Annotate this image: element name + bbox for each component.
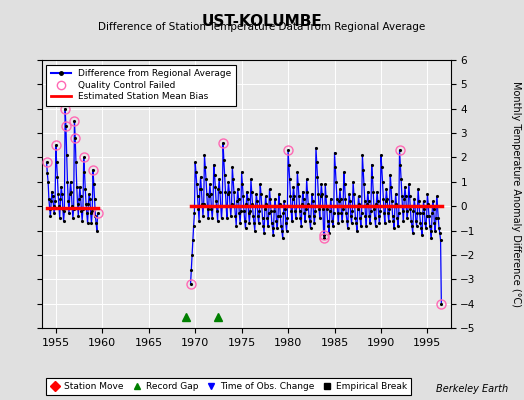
Text: Monthly Temperature Anomaly Difference (°C): Monthly Temperature Anomaly Difference (… xyxy=(511,81,521,307)
Text: Berkeley Earth: Berkeley Earth xyxy=(436,384,508,394)
Legend: Station Move, Record Gap, Time of Obs. Change, Empirical Break: Station Move, Record Gap, Time of Obs. C… xyxy=(47,378,411,394)
Text: Difference of Station Temperature Data from Regional Average: Difference of Station Temperature Data f… xyxy=(99,22,425,32)
Text: UST-KOLUMBE: UST-KOLUMBE xyxy=(202,14,322,29)
